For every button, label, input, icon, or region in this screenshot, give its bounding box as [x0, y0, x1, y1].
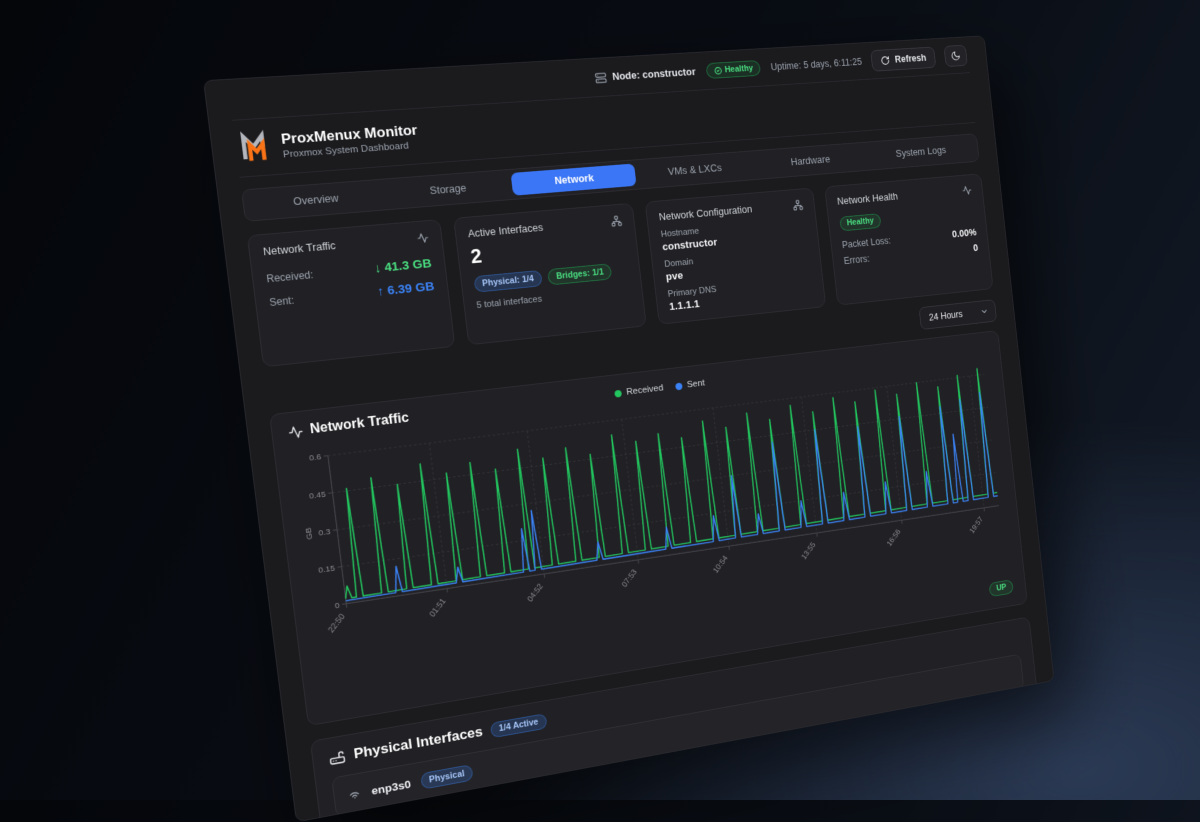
refresh-icon: [880, 55, 890, 65]
activity-icon: [416, 232, 429, 245]
app-logo: [235, 128, 273, 167]
health-status-badge: Healthy: [705, 60, 761, 79]
theme-toggle-button[interactable]: [944, 45, 968, 67]
topology-icon: [792, 199, 803, 211]
tab-system-logs[interactable]: System Logs: [865, 137, 976, 167]
svg-text:0.15: 0.15: [318, 563, 336, 575]
ethernet-icon: [328, 748, 346, 767]
interface-name: enp3s0: [371, 778, 412, 797]
svg-text:0: 0: [334, 600, 340, 610]
app-title-block: ProxMenux Monitor Proxmox System Dashboa…: [280, 122, 419, 160]
moon-icon: [950, 50, 961, 61]
health-card-status-badge: Healthy: [839, 213, 882, 232]
svg-text:07:53: 07:53: [620, 567, 639, 588]
svg-text:16:56: 16:56: [885, 527, 902, 547]
svg-text:22:50: 22:50: [326, 612, 347, 635]
dashboard-tilted-wrap: Node: constructor Healthy Uptime: 5 days…: [203, 35, 1054, 822]
active-interfaces-card-title: Active Interfaces: [467, 222, 543, 240]
activity-icon: [287, 424, 304, 440]
errors-label: Errors:: [843, 253, 870, 266]
check-circle-icon: [713, 66, 722, 75]
errors-value: 0: [973, 243, 979, 254]
tab-vms-lxcs[interactable]: VMs & LXCs: [634, 154, 755, 185]
tab-network[interactable]: Network: [511, 164, 637, 196]
sent-label: Sent:: [269, 294, 295, 308]
received-label: Received:: [266, 268, 314, 284]
tab-overview[interactable]: Overview: [246, 183, 384, 217]
packet-loss-label: Packet Loss:: [842, 235, 892, 250]
health-badge-label: Healthy: [724, 63, 753, 75]
svg-text:04:52: 04:52: [525, 582, 545, 604]
chevron-down-icon: [980, 307, 989, 317]
svg-text:0.3: 0.3: [318, 526, 332, 537]
svg-text:10:54: 10:54: [711, 554, 729, 575]
legend-dot-received: [614, 389, 622, 397]
interface-up-badge: UP: [989, 579, 1014, 597]
svg-text:01:51: 01:51: [428, 596, 448, 618]
received-value: ↓ 41.3 GB: [374, 256, 432, 275]
packet-loss-value: 0.00%: [952, 227, 977, 240]
activity-icon: [962, 185, 973, 196]
legend-dot-sent: [675, 382, 683, 390]
legend-item-received: Received: [614, 383, 664, 398]
svg-text:GB: GB: [303, 527, 314, 540]
timeframe-value: 24 Hours: [928, 309, 963, 323]
interface-type-badge: Physical: [420, 764, 474, 789]
network-health-card: Network Health Healthy Packet Loss: 0.00…: [824, 173, 994, 305]
bridges-count-badge: Bridges: 1/1: [547, 263, 612, 285]
physical-count-badge: Physical: 1/4: [473, 270, 543, 292]
tab-storage[interactable]: Storage: [381, 173, 513, 206]
server-icon: [594, 71, 607, 84]
uptime-text: Uptime: 5 days, 6:11:25: [770, 56, 862, 72]
legend-item-sent: Sent: [675, 378, 705, 391]
network-configuration-card: Network Configuration Hostname construct…: [645, 188, 826, 325]
svg-text:0.6: 0.6: [309, 452, 323, 463]
svg-text:13:55: 13:55: [800, 540, 818, 561]
timeframe-select[interactable]: 24 Hours: [919, 299, 997, 330]
svg-text:0.45: 0.45: [308, 489, 326, 500]
network-traffic-card-title: Network Traffic: [262, 240, 336, 258]
sent-value: ↑ 6.39 GB: [377, 279, 435, 298]
dashboard-sheet: Node: constructor Healthy Uptime: 5 days…: [203, 35, 1054, 822]
network-health-card-title: Network Health: [837, 191, 899, 207]
network-configuration-card-title: Network Configuration: [658, 204, 752, 223]
active-interfaces-card: Active Interfaces 2 Physical: 1/4 Bridge…: [453, 203, 647, 345]
tab-hardware[interactable]: Hardware: [752, 146, 867, 176]
refresh-button-label: Refresh: [894, 52, 926, 64]
network-icon: [610, 215, 622, 227]
svg-text:19:57: 19:57: [968, 515, 985, 535]
refresh-button[interactable]: Refresh: [871, 47, 937, 72]
node-info: Node: constructor: [594, 66, 696, 84]
node-label: Node: constructor: [612, 66, 697, 82]
network-traffic-card: Network Traffic Received: ↓ 41.3 GB Sent…: [247, 219, 455, 367]
physical-active-badge: 1/4 Active: [490, 713, 547, 738]
